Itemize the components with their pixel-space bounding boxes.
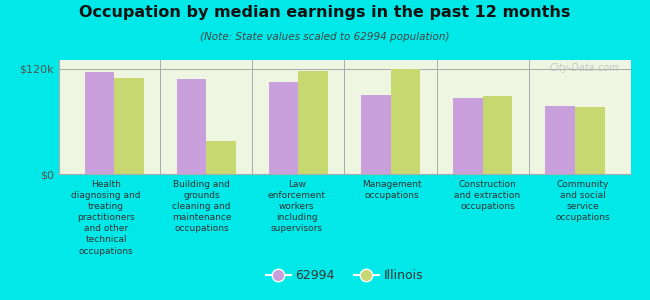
Bar [206,141,236,174]
Bar [298,70,328,174]
Bar [269,82,298,174]
Text: Community
and social
service
occupations: Community and social service occupations [556,180,610,222]
Text: Health
diagnosing and
treating
practitioners
and other
technical
occupations: Health diagnosing and treating practitio… [72,180,141,256]
Text: Occupation by median earnings in the past 12 months: Occupation by median earnings in the pas… [79,4,571,20]
Bar [114,77,144,174]
Text: Law
enforcement
workers
including
supervisors: Law enforcement workers including superv… [268,180,326,233]
Bar [483,96,512,174]
Bar [361,95,391,174]
Text: Management
occupations: Management occupations [362,180,422,200]
Text: City-Data.com: City-Data.com [549,63,619,74]
Bar [545,106,575,174]
Legend: 62994, Illinois: 62994, Illinois [261,265,428,287]
Bar [391,69,420,174]
Text: Construction
and extraction
occupations: Construction and extraction occupations [454,180,521,211]
Bar [84,72,114,174]
Text: Building and
grounds
cleaning and
maintenance
occupations: Building and grounds cleaning and mainte… [172,180,231,233]
Bar [575,107,604,174]
Bar [453,98,483,174]
Text: (Note: State values scaled to 62994 population): (Note: State values scaled to 62994 popu… [200,32,450,41]
Bar [177,79,206,174]
